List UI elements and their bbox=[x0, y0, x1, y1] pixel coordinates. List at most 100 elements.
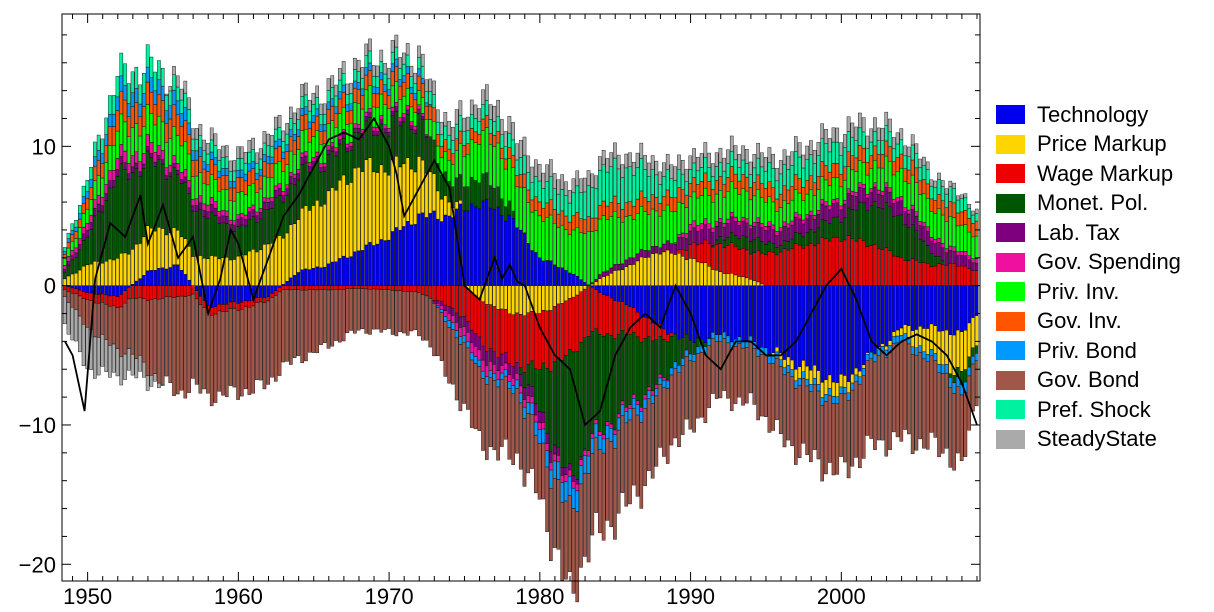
bar-segment bbox=[481, 301, 485, 347]
bar-segment bbox=[447, 134, 451, 150]
bar-segment bbox=[360, 250, 365, 286]
bar-segment bbox=[673, 361, 678, 369]
bar-segment bbox=[481, 200, 485, 286]
bar-segment bbox=[846, 193, 851, 209]
bar-segment bbox=[925, 230, 930, 246]
bar-segment bbox=[556, 446, 561, 456]
bar-segment bbox=[100, 177, 105, 198]
legend-swatch bbox=[996, 223, 1025, 243]
bar-segment bbox=[839, 241, 843, 286]
bar-segment bbox=[748, 279, 753, 286]
bar-segment bbox=[281, 195, 286, 203]
bar-segment bbox=[967, 268, 971, 286]
bar-segment bbox=[733, 221, 738, 236]
bar-segment bbox=[594, 175, 598, 189]
bar-segment bbox=[794, 216, 798, 233]
bar-segment bbox=[590, 438, 595, 454]
bar-segment bbox=[77, 269, 82, 286]
bar-segment bbox=[485, 172, 489, 200]
bar-segment bbox=[809, 243, 813, 286]
bar-segment bbox=[66, 232, 71, 239]
bar-segment bbox=[650, 390, 655, 396]
bar-segment bbox=[217, 170, 222, 178]
bar-segment bbox=[304, 128, 308, 152]
bar-segment bbox=[175, 174, 180, 231]
bar-segment bbox=[307, 210, 312, 270]
bar-segment bbox=[270, 293, 274, 298]
bar-segment bbox=[485, 365, 489, 377]
bar-segment bbox=[447, 148, 451, 161]
bar-segment bbox=[518, 157, 523, 175]
bar-segment bbox=[677, 154, 681, 170]
bar-segment bbox=[639, 422, 644, 509]
bar-segment bbox=[451, 140, 455, 154]
bar-segment bbox=[745, 347, 749, 404]
bar-segment bbox=[209, 139, 214, 153]
bar-segment bbox=[179, 285, 184, 297]
bar-segment bbox=[221, 145, 225, 158]
bar-segment bbox=[213, 145, 218, 158]
bar-segment bbox=[108, 345, 112, 378]
bar-segment bbox=[579, 291, 583, 343]
bar-segment bbox=[711, 269, 715, 286]
bar-segment bbox=[85, 198, 90, 210]
bar-segment bbox=[948, 180, 953, 187]
legend-label: Technology bbox=[1037, 101, 1149, 127]
bar-segment bbox=[134, 162, 139, 169]
bar-segment bbox=[126, 285, 131, 288]
bar-segment bbox=[375, 243, 380, 286]
bar-segment bbox=[816, 214, 821, 229]
bar-segment bbox=[684, 356, 689, 420]
bar-segment bbox=[93, 199, 97, 209]
bar-segment bbox=[937, 263, 941, 286]
legend-label: Wage Markup bbox=[1037, 160, 1174, 186]
bar-segment bbox=[601, 271, 606, 277]
bar-segment bbox=[714, 152, 719, 167]
bar-segment bbox=[311, 122, 316, 137]
bar-segment bbox=[157, 285, 161, 300]
bar-segment bbox=[206, 171, 210, 186]
bar-segment bbox=[111, 170, 116, 181]
bar-segment bbox=[488, 144, 493, 186]
bar-segment bbox=[575, 212, 580, 228]
bar-segment bbox=[790, 376, 794, 446]
bar-segment bbox=[763, 201, 768, 227]
bar-segment bbox=[462, 156, 466, 188]
bar-segment bbox=[126, 287, 131, 300]
bar-segment bbox=[74, 288, 78, 295]
bar-segment bbox=[967, 322, 971, 358]
bar-segment bbox=[409, 291, 414, 332]
bar-segment bbox=[869, 168, 873, 189]
bar-segment bbox=[273, 295, 278, 382]
bar-segment bbox=[677, 237, 681, 250]
bar-segment bbox=[345, 111, 350, 125]
bar-segment bbox=[77, 238, 82, 245]
bar-segment bbox=[707, 285, 711, 339]
bar-segment bbox=[737, 238, 742, 250]
bar-segment bbox=[805, 145, 809, 160]
bar-segment bbox=[556, 267, 561, 286]
bar-segment bbox=[567, 272, 572, 286]
bar-segment bbox=[202, 203, 206, 211]
bar-segment bbox=[846, 131, 851, 152]
bar-segment bbox=[869, 128, 873, 143]
bar-segment bbox=[858, 201, 862, 239]
bar-segment bbox=[74, 257, 78, 274]
bar-segment bbox=[413, 291, 418, 331]
bar-segment bbox=[884, 125, 889, 142]
bar-segment bbox=[809, 215, 813, 230]
bar-segment bbox=[575, 490, 580, 512]
bar-segment bbox=[371, 65, 376, 77]
bar-segment bbox=[873, 160, 877, 183]
bar-segment bbox=[974, 345, 979, 354]
bar-segment bbox=[115, 110, 120, 132]
bar-segment bbox=[809, 189, 813, 212]
bar-segment bbox=[104, 304, 108, 340]
bar-segment bbox=[108, 180, 112, 189]
bar-segment bbox=[854, 367, 858, 376]
bar-segment bbox=[778, 193, 783, 208]
bar-segment bbox=[598, 449, 602, 534]
bar-segment bbox=[786, 169, 791, 191]
bar-segment bbox=[266, 163, 271, 178]
bar-segment bbox=[560, 482, 564, 503]
